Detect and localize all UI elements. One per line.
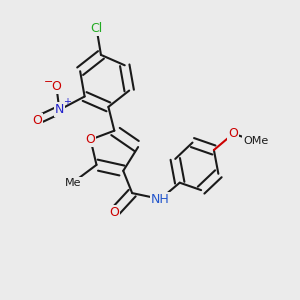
Text: −: − bbox=[44, 76, 54, 87]
Text: NH: NH bbox=[151, 193, 170, 206]
Text: Cl: Cl bbox=[90, 22, 103, 34]
Text: +: + bbox=[63, 98, 71, 107]
Text: O: O bbox=[228, 127, 238, 140]
Text: O: O bbox=[32, 114, 42, 127]
Text: O: O bbox=[51, 80, 61, 93]
Text: N: N bbox=[55, 103, 64, 116]
Text: O: O bbox=[110, 206, 119, 219]
Text: Me: Me bbox=[64, 178, 81, 188]
Text: OMe: OMe bbox=[243, 136, 268, 146]
Text: O: O bbox=[85, 133, 95, 146]
